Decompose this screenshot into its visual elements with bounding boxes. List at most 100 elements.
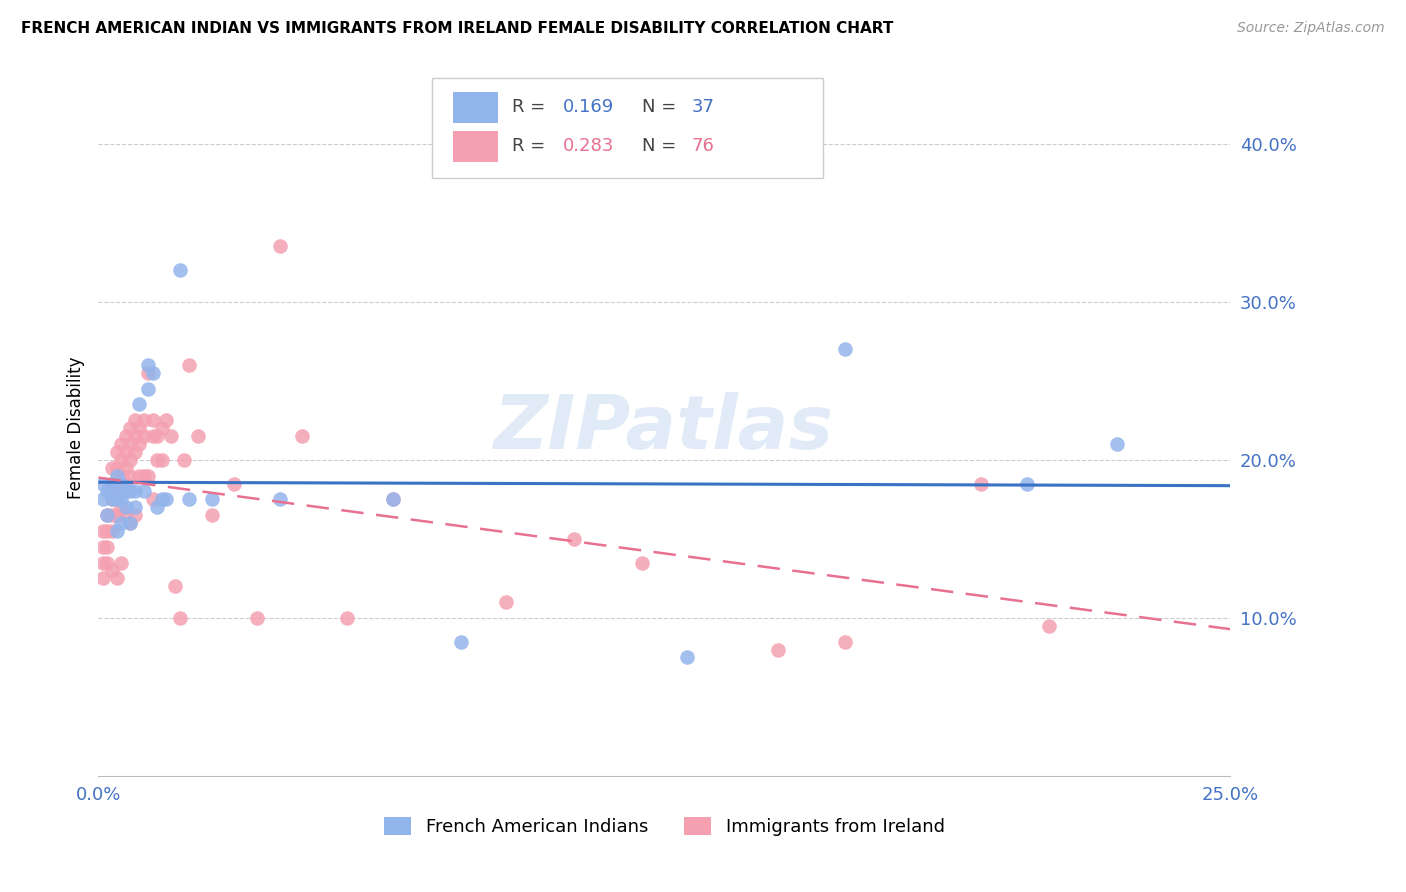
Point: [291, 429, 314, 443]
Point: [101, 524, 124, 538]
Point: [169, 263, 191, 277]
Point: [450, 634, 472, 648]
Point: [834, 342, 856, 356]
Point: [110, 500, 132, 515]
Point: [150, 452, 173, 467]
Point: [120, 452, 142, 467]
Point: [91, 492, 114, 507]
Text: 0.169: 0.169: [562, 98, 614, 117]
Point: [146, 429, 169, 443]
Point: [105, 508, 128, 523]
Point: [562, 532, 585, 546]
Point: [834, 634, 856, 648]
Text: FRENCH AMERICAN INDIAN VS IMMIGRANTS FROM IRELAND FEMALE DISABILITY CORRELATION : FRENCH AMERICAN INDIAN VS IMMIGRANTS FRO…: [21, 21, 893, 36]
Point: [105, 492, 128, 507]
Point: [96, 556, 118, 570]
Point: [120, 516, 142, 530]
Point: [91, 524, 114, 538]
Point: [766, 642, 789, 657]
Point: [114, 508, 136, 523]
Point: [132, 413, 155, 427]
Point: [114, 484, 136, 499]
Point: [110, 468, 132, 483]
Point: [101, 476, 124, 491]
Point: [201, 508, 224, 523]
Point: [120, 421, 142, 435]
Point: [136, 382, 159, 396]
Point: [96, 508, 118, 523]
Point: [124, 445, 146, 459]
Point: [177, 492, 200, 507]
Point: [224, 476, 246, 491]
Point: [142, 429, 165, 443]
Point: [124, 500, 146, 515]
Point: [110, 437, 132, 451]
Point: [114, 460, 136, 475]
Point: [105, 468, 128, 483]
Point: [142, 366, 165, 380]
Point: [96, 540, 118, 554]
Point: [105, 492, 128, 507]
Text: Source: ZipAtlas.com: Source: ZipAtlas.com: [1237, 21, 1385, 35]
Point: [120, 468, 142, 483]
Text: R =: R =: [512, 137, 551, 155]
Point: [96, 484, 118, 499]
Text: 76: 76: [692, 137, 714, 155]
Point: [96, 508, 118, 523]
Point: [1015, 476, 1038, 491]
Point: [120, 437, 142, 451]
Text: 0.283: 0.283: [562, 137, 614, 155]
Point: [160, 429, 183, 443]
Point: [124, 508, 146, 523]
Point: [1038, 619, 1060, 633]
Point: [269, 492, 291, 507]
Point: [676, 650, 699, 665]
Legend: French American Indians, Immigrants from Ireland: French American Indians, Immigrants from…: [373, 806, 956, 847]
Point: [381, 492, 404, 507]
Point: [110, 476, 132, 491]
Point: [91, 556, 114, 570]
Point: [114, 445, 136, 459]
Point: [128, 437, 150, 451]
Point: [155, 413, 177, 427]
Point: [155, 492, 177, 507]
Point: [101, 484, 124, 499]
Point: [105, 524, 128, 538]
Point: [110, 556, 132, 570]
Point: [201, 492, 224, 507]
Y-axis label: Female Disability: Female Disability: [66, 357, 84, 500]
FancyBboxPatch shape: [453, 131, 498, 161]
Point: [110, 484, 132, 499]
Point: [177, 358, 200, 372]
Point: [132, 468, 155, 483]
Point: [495, 595, 517, 609]
Point: [91, 476, 114, 491]
Text: N =: N =: [641, 137, 682, 155]
Point: [630, 556, 652, 570]
Point: [165, 579, 187, 593]
Point: [970, 476, 993, 491]
Point: [101, 460, 124, 475]
Point: [136, 358, 159, 372]
Point: [124, 484, 146, 499]
Point: [120, 484, 142, 499]
Point: [96, 524, 118, 538]
Point: [114, 476, 136, 491]
Text: N =: N =: [641, 98, 682, 117]
Point: [101, 508, 124, 523]
Point: [128, 421, 150, 435]
Point: [136, 468, 159, 483]
FancyBboxPatch shape: [432, 78, 823, 178]
Point: [173, 452, 195, 467]
Text: 37: 37: [692, 98, 714, 117]
Point: [124, 413, 146, 427]
Point: [150, 421, 173, 435]
Point: [105, 476, 128, 491]
FancyBboxPatch shape: [453, 92, 498, 123]
Point: [269, 239, 291, 253]
Point: [132, 484, 155, 499]
Point: [150, 492, 173, 507]
Point: [142, 413, 165, 427]
Point: [120, 516, 142, 530]
Point: [101, 476, 124, 491]
